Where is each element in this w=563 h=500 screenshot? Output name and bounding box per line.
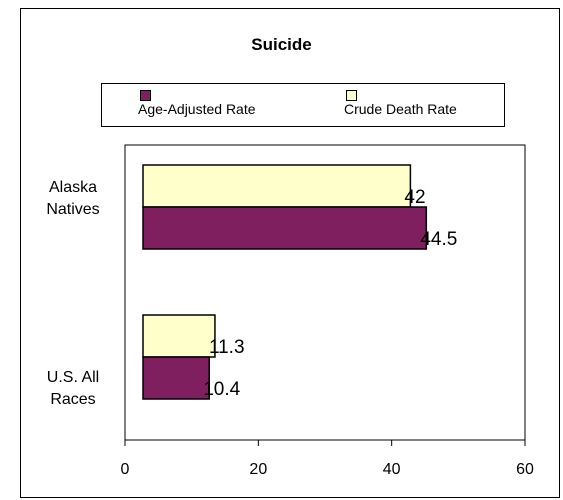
category-label-line: U.S. All xyxy=(46,369,100,386)
legend: Age-Adjusted Rate Crude Death Rate xyxy=(101,83,505,127)
data-label: 10.4 xyxy=(203,379,240,400)
category-label-alaska-natives: Alaska Natives xyxy=(33,177,113,221)
legend-swatch-age-adjusted xyxy=(140,90,151,101)
category-label-line: Races xyxy=(50,391,96,408)
bar xyxy=(142,164,412,208)
legend-label-age-adjusted: Age-Adjusted Rate xyxy=(138,101,256,117)
category-label-us-all-races: U.S. All Races xyxy=(33,367,113,411)
bar xyxy=(142,314,216,358)
x-tick-label: 60 xyxy=(516,461,534,478)
bar xyxy=(142,206,428,250)
data-label: 42 xyxy=(404,187,425,208)
x-tick-label: 0 xyxy=(121,461,130,478)
data-label: 44.5 xyxy=(420,229,457,250)
plot-border xyxy=(124,144,526,440)
bar xyxy=(142,356,210,400)
chart-title: Suicide xyxy=(251,35,312,54)
category-label-line: Alaska xyxy=(48,179,98,196)
data-label: 11.3 xyxy=(209,337,245,358)
legend-swatch-crude xyxy=(346,90,357,101)
legend-label-crude: Crude Death Rate xyxy=(344,101,457,117)
category-label-line: Natives xyxy=(46,201,100,218)
x-tick-label: 40 xyxy=(383,461,401,478)
x-tick-label: 20 xyxy=(249,461,267,478)
chart-frame xyxy=(20,8,560,498)
